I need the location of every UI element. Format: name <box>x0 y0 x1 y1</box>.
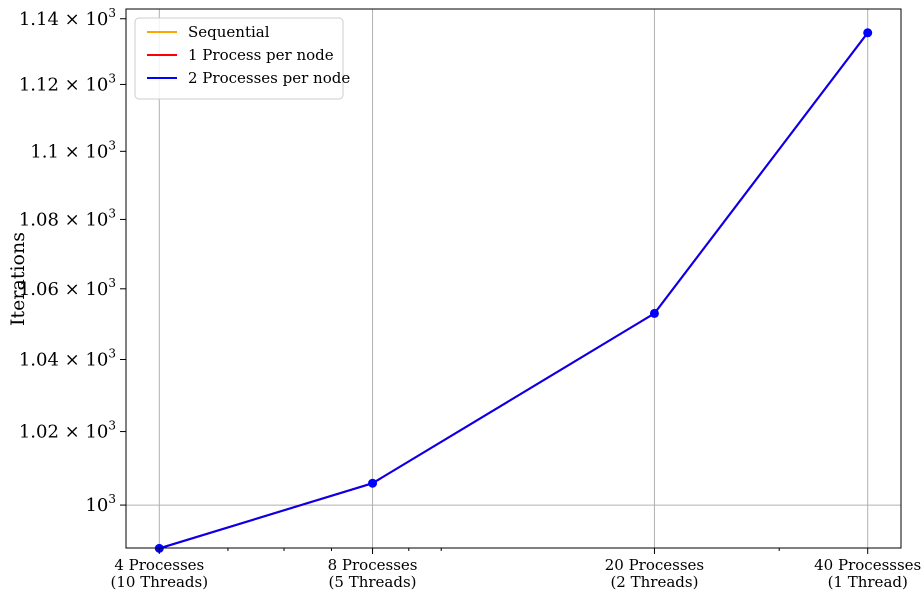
y-tick-label: 1.1 × 103 <box>30 138 116 162</box>
x-tick-label: 4 Processes <box>114 556 204 574</box>
legend-box <box>134 17 344 100</box>
y-tick-label: 1.12 × 103 <box>19 71 116 95</box>
x-tick-label: (10 Threads) <box>111 573 209 591</box>
x-tick-label: 20 Processes <box>605 556 704 574</box>
data-point <box>368 478 378 488</box>
data-point <box>649 308 659 318</box>
legend-label: Sequential <box>188 23 270 41</box>
series-lines <box>159 32 869 550</box>
y-tick-label: 103 <box>85 492 116 516</box>
x-tick-label: 8 Processes <box>328 556 418 574</box>
data-points <box>154 28 873 553</box>
y-tick-label: 1.02 × 103 <box>19 419 116 443</box>
series-line <box>159 32 869 550</box>
y-axis: 103 1.02 × 103 1.04 × 103 1.06 × 103 1.08 × … <box>19 6 126 516</box>
y-tick-label: 1.06 × 103 <box>19 276 116 300</box>
x-axis: 4 Processes(10 Threads) 8 Processes(5 Thr… <box>111 548 921 591</box>
legend-label: 2 Processes per node <box>188 69 350 87</box>
x-tick-label: (2 Threads) <box>610 573 698 591</box>
plot-frame <box>125 8 902 549</box>
grid-lines <box>126 9 901 548</box>
legend: Sequential 1 Process per node 2 Processes … <box>134 17 350 100</box>
data-point <box>863 28 873 38</box>
legend-label: 1 Process per node <box>188 46 334 64</box>
y-axis-label: Iterations <box>7 232 29 326</box>
y-tick-label: 1.04 × 103 <box>19 347 116 371</box>
x-tick-label: (5 Threads) <box>329 573 417 591</box>
x-tick-label: (1 Thread) <box>828 573 908 591</box>
y-tick-label: 1.08 × 103 <box>19 206 116 230</box>
series-line <box>159 32 869 550</box>
x-tick-label: 40 Processses <box>814 556 921 574</box>
series-line <box>159 32 869 550</box>
y-tick-label: 1.14 × 103 <box>19 6 116 30</box>
